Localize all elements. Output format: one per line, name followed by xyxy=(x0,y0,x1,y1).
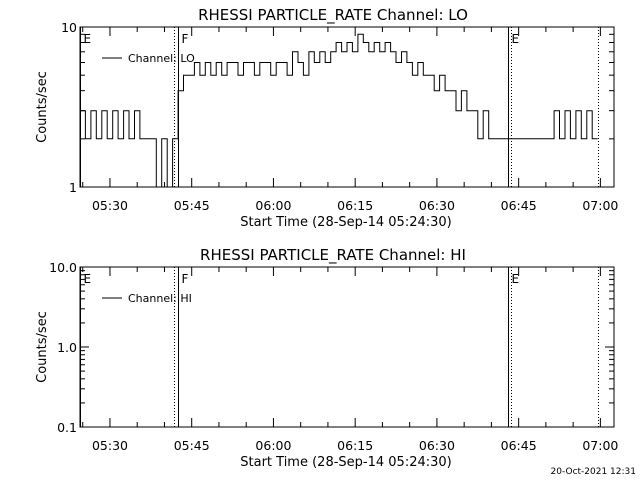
event-label: E xyxy=(512,272,520,286)
y-tick-label: 1.0 xyxy=(57,340,77,355)
y-tick-label: 0.1 xyxy=(57,420,77,435)
event-label: E xyxy=(84,272,92,286)
event-label: E xyxy=(84,32,92,46)
x-tick-label: 06:30 xyxy=(419,438,455,453)
x-tick-label: 05:30 xyxy=(92,438,128,453)
event-label: E xyxy=(512,32,520,46)
x-tick-label: 05:45 xyxy=(174,198,210,213)
y-axis-label: Counts/sec xyxy=(35,311,50,383)
x-tick-label: 06:15 xyxy=(337,438,373,453)
x-tick-label: 06:15 xyxy=(337,198,373,213)
chart-panel-2: RHESSI PARTICLE_RATE Channel: HI Counts/s… xyxy=(35,246,618,470)
y-axis-label: Counts/sec xyxy=(35,71,50,143)
x-axis-label: Start Time (28-Sep-14 05:24:30) xyxy=(240,455,451,470)
x-tick-label: 06:30 xyxy=(419,198,455,213)
y-tick-label: 1 xyxy=(69,180,77,195)
chart-panel-1: RHESSI PARTICLE_RATE Channel: LO Counts/s… xyxy=(35,6,618,230)
x-tick-label: 05:45 xyxy=(174,438,210,453)
y-tick-label: 10.0 xyxy=(49,260,77,275)
x-tick-label: 05:30 xyxy=(92,198,128,213)
x-tick-label: 06:45 xyxy=(501,198,537,213)
x-tick-label: 06:00 xyxy=(255,198,291,213)
x-tick-label: 07:00 xyxy=(582,198,618,213)
chart-title: RHESSI PARTICLE_RATE Channel: LO xyxy=(198,6,468,25)
chart-title: RHESSI PARTICLE_RATE Channel: HI xyxy=(200,246,466,265)
x-tick-label: 07:00 xyxy=(582,438,618,453)
x-tick-label: 06:00 xyxy=(255,438,291,453)
legend-label: Channel: LO xyxy=(128,52,195,65)
series-line-1 xyxy=(80,33,598,188)
x-tick-label: 06:45 xyxy=(501,438,537,453)
footer-timestamp: 20-Oct-2021 12:31 xyxy=(551,467,636,477)
event-label: F xyxy=(182,32,189,46)
event-label: F xyxy=(182,272,189,286)
plot-frame xyxy=(79,266,615,428)
y-tick-label: 10 xyxy=(61,20,77,35)
x-axis-label: Start Time (28-Sep-14 05:24:30) xyxy=(240,215,451,230)
legend-label: Channel: HI xyxy=(128,292,192,305)
